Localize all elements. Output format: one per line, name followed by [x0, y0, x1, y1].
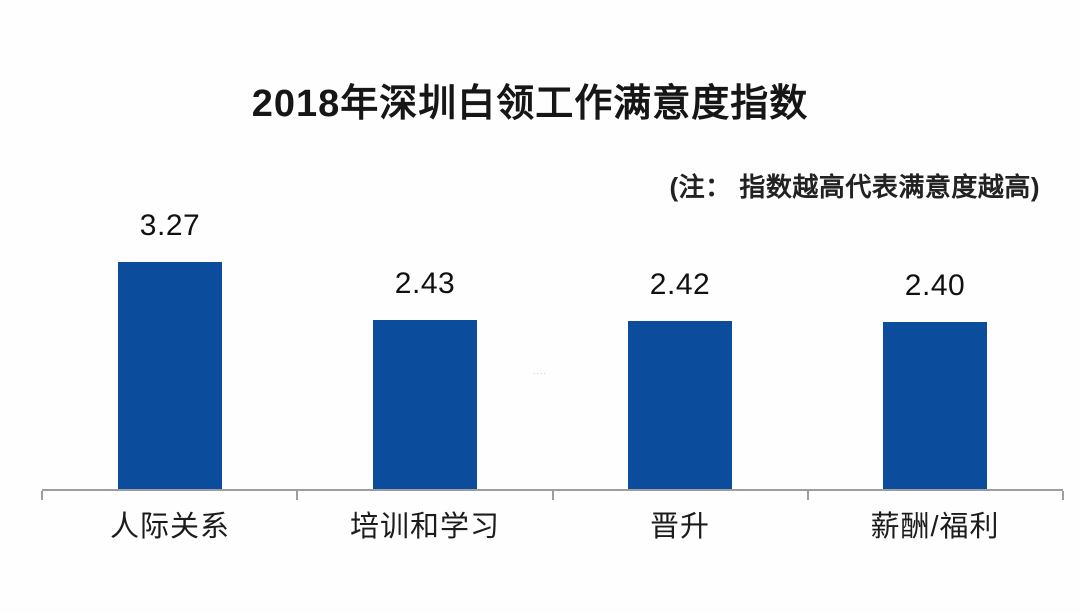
chart-note: (注： 指数越高代表满意度越高) — [669, 172, 1040, 202]
bar-value-label: 2.42 — [649, 268, 711, 301]
x-axis-tick — [1062, 491, 1064, 500]
x-axis-label: 晋升 — [649, 511, 710, 543]
x-axis-tick — [296, 491, 298, 500]
chart-title: 2018年深圳白领工作满意度指数 — [251, 83, 809, 125]
bar-value-label: 2.40 — [904, 269, 966, 302]
x-axis-label: 薪酬/福利 — [870, 511, 1000, 543]
bar-value-label: 2.43 — [394, 267, 456, 300]
bar-0 — [118, 262, 222, 489]
watermark-artifact: .... — [533, 366, 548, 376]
bar-2 — [628, 321, 732, 489]
x-axis-label: 人际关系 — [109, 511, 230, 543]
x-axis-label: 培训和学习 — [349, 511, 500, 543]
bar-value-label: 3.27 — [139, 209, 201, 242]
bar-3 — [883, 322, 987, 489]
x-axis-line — [42, 489, 1063, 491]
x-axis-tick — [807, 491, 809, 500]
bar-1 — [373, 320, 477, 489]
x-axis-tick — [552, 491, 554, 500]
x-axis-tick — [41, 491, 43, 500]
